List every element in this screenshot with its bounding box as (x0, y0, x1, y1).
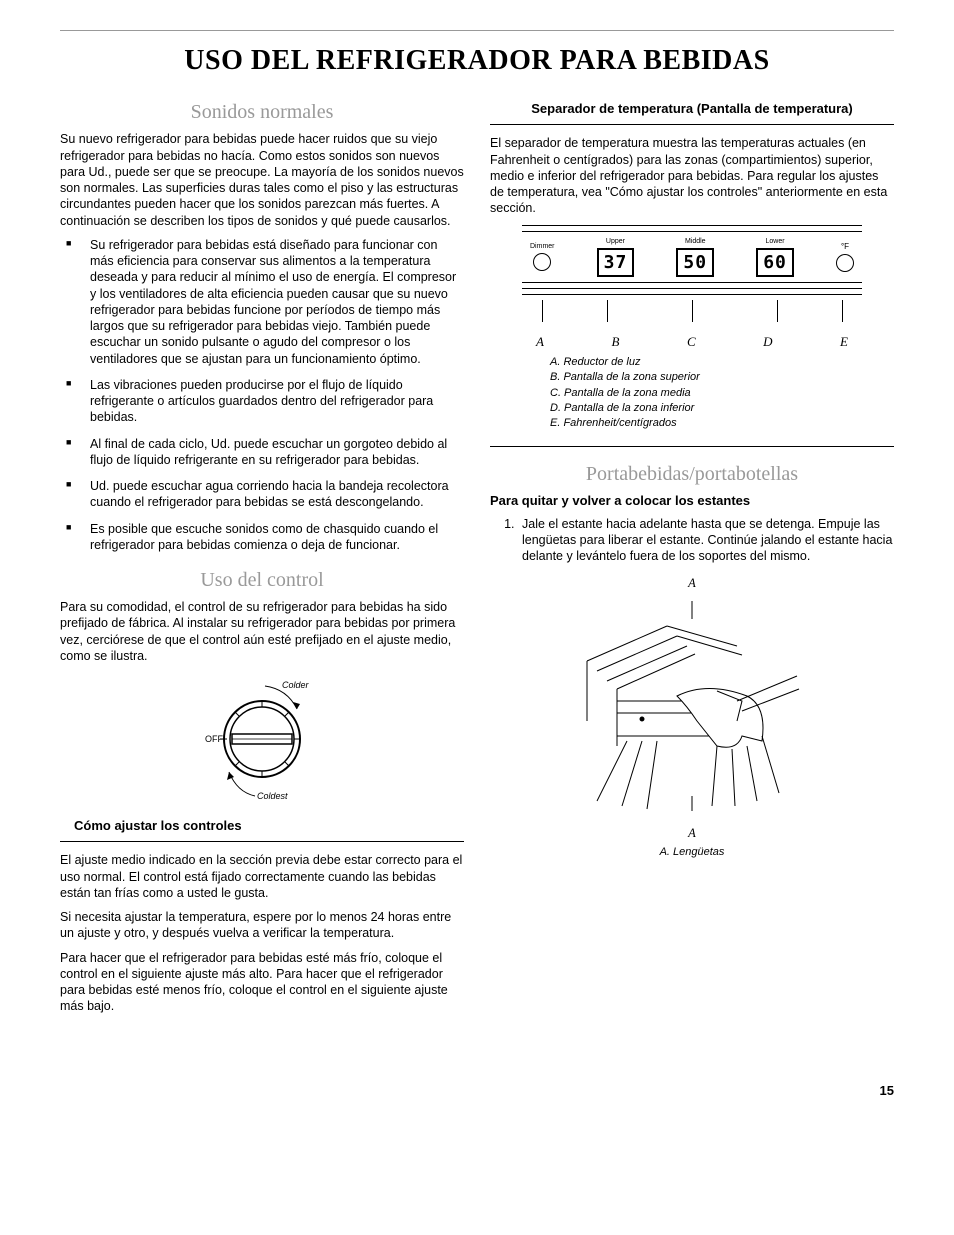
panel-letter: D (763, 334, 772, 351)
adjust-p2: Si necesita ajustar la temperatura, espe… (60, 909, 464, 942)
legend-item: E. Fahrenheit/centígrados (550, 416, 894, 431)
panel-letter: E (840, 334, 848, 351)
lower-temp: 60 (756, 248, 794, 277)
sonidos-intro: Su nuevo refrigerador para bebidas puede… (60, 131, 464, 229)
middle-temp: 50 (676, 248, 714, 277)
top-rule (60, 30, 894, 31)
svg-text:Colder: Colder (282, 680, 310, 690)
unit-knob-icon (836, 254, 854, 272)
legend-item: D. Pantalla de la zona inferior (550, 401, 894, 416)
dimmer-knob-icon (533, 253, 551, 271)
page-title: USO DEL REFRIGERADOR PARA BEBIDAS (60, 43, 894, 79)
fig-label-bottom: A (490, 825, 894, 841)
legend-item: B. Pantalla de la zona superior (550, 370, 894, 385)
legend-item: A. Reductor de luz (550, 355, 894, 370)
bullet-item: Ud. puede escuchar agua corriendo hacia … (76, 478, 464, 511)
adjust-p1: El ajuste medio indicado en la sección p… (60, 852, 464, 901)
bullet-item: Al final de cada ciclo, Ud. puede escuch… (76, 436, 464, 469)
upper-label: Upper (606, 237, 625, 246)
dial-figure: Colder OFF Coldest (60, 674, 464, 808)
panel-letter: B (611, 334, 619, 351)
unit-label: °F (841, 242, 849, 252)
bullet-item: Su refrigerador para bebidas está diseña… (76, 237, 464, 367)
panel-letter: A (536, 334, 544, 351)
svg-text:Coldest: Coldest (257, 791, 288, 801)
right-column: Separador de temperatura (Pantalla de te… (490, 97, 894, 1022)
section-divider (490, 446, 894, 447)
shelf-illustration-icon (567, 591, 817, 821)
panel-letter: C (687, 334, 696, 351)
rule (490, 124, 894, 125)
rule (60, 841, 464, 842)
legend-item: C. Pantalla de la zona media (550, 386, 894, 401)
porta-sub: Para quitar y volver a colocar los estan… (490, 493, 894, 510)
content-columns: Sonidos normales Su nuevo refrigerador p… (60, 97, 894, 1022)
fig-label-top: A (490, 575, 894, 591)
temperature-panel-figure: Dimmer Upper 37 Middle 50 Lower 60 °F (522, 225, 862, 351)
page-number: 15 (60, 1083, 894, 1100)
adjust-heading: Cómo ajustar los controles (60, 818, 464, 835)
fig-caption: A. Lengüetas (490, 845, 894, 859)
control-heading: Uso del control (60, 567, 464, 593)
sonidos-bullets: Su refrigerador para bebidas está diseña… (60, 237, 464, 553)
dial-icon: Colder OFF Coldest (187, 674, 337, 804)
step-item: Jale el estante hacia adelante hasta que… (518, 516, 894, 565)
bullet-item: Las vibraciones pueden producirse por el… (76, 377, 464, 426)
porta-heading: Portabebidas/portabotellas (490, 461, 894, 487)
porta-steps: Jale el estante hacia adelante hasta que… (490, 516, 894, 565)
sonidos-heading: Sonidos normales (60, 99, 464, 125)
panel-legend: A. Reductor de luz B. Pantalla de la zon… (550, 355, 894, 432)
dimmer-label: Dimmer (530, 242, 555, 251)
left-column: Sonidos normales Su nuevo refrigerador p… (60, 97, 464, 1022)
lower-label: Lower (766, 237, 785, 246)
separator-heading: Separador de temperatura (Pantalla de te… (490, 101, 894, 118)
shelf-figure: A (490, 575, 894, 860)
middle-label: Middle (685, 237, 706, 246)
control-intro: Para su comodidad, el control de su refr… (60, 599, 464, 664)
adjust-p3: Para hacer que el refrigerador para bebi… (60, 950, 464, 1015)
bullet-item: Es posible que escuche sonidos como de c… (76, 521, 464, 554)
upper-temp: 37 (597, 248, 635, 277)
separator-intro: El separador de temperatura muestra las … (490, 135, 894, 216)
